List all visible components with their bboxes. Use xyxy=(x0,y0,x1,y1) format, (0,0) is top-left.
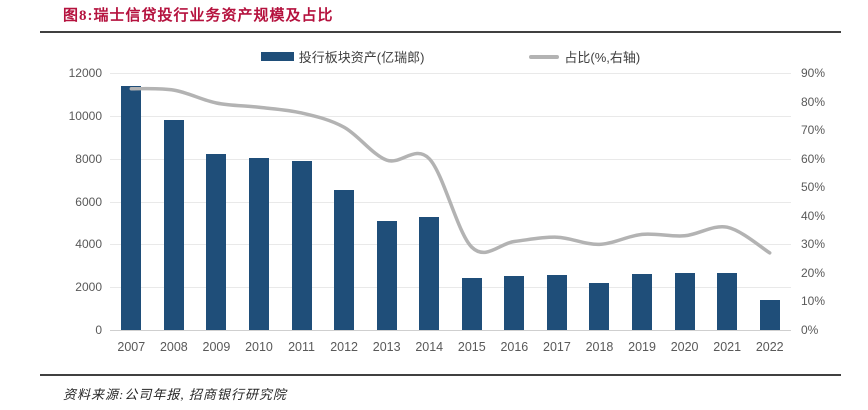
bar-2008 xyxy=(163,120,184,330)
bar-slot-2013 xyxy=(365,73,408,330)
line-series-label: 占比(%,右轴) xyxy=(564,50,641,65)
bar-slot-2017 xyxy=(536,73,579,330)
x-axis-label-2014: 2014 xyxy=(415,340,444,354)
x-axis-label-2017: 2017 xyxy=(543,340,571,354)
ratio-line-path xyxy=(129,86,772,255)
gridline xyxy=(110,158,791,160)
y-axis-right-tick: 80% xyxy=(801,94,826,109)
bar-2018 xyxy=(589,282,610,330)
plot-area xyxy=(110,73,791,331)
y-axis-right-tick: 30% xyxy=(801,237,826,252)
bar-slot-2012 xyxy=(323,73,366,330)
bar-2007 xyxy=(121,85,142,330)
x-axis-labels: 2007 2008 2009 2010 2011 2012 2013 2014 2015 2016… xyxy=(110,340,791,354)
x-axis-label-2018: 2018 xyxy=(585,340,614,354)
gridline xyxy=(110,73,791,74)
y-axis-left-tick: 12000 xyxy=(68,66,102,80)
x-axis-label-2013: 2013 xyxy=(372,340,401,354)
bar-2011 xyxy=(291,160,312,330)
bar-2022 xyxy=(759,300,780,330)
bar-2010 xyxy=(248,157,269,330)
bar-slot-2020 xyxy=(663,73,706,330)
x-axis-label-2009: 2009 xyxy=(202,340,231,354)
x-axis-baseline xyxy=(110,330,791,331)
y-axis-left-tick: 2000 xyxy=(75,280,102,295)
x-axis-label-2008: 2008 xyxy=(159,340,188,354)
y-axis-right-tick: 50% xyxy=(801,180,826,195)
bar-slot-2015 xyxy=(451,73,494,330)
x-axis-label-2011: 2011 xyxy=(288,340,315,354)
bar-2015 xyxy=(461,277,482,330)
bar-series-label: 投行板块资产(亿瑞郎) xyxy=(298,50,425,65)
y-axis-left-tick: 8000 xyxy=(75,151,102,166)
line-series-swatch xyxy=(529,54,560,59)
y-axis-right-tick: 40% xyxy=(801,208,826,223)
bar-series xyxy=(110,73,791,330)
y-axis-left-tick: 10000 xyxy=(68,108,102,123)
x-axis-label-2007: 2007 xyxy=(117,340,146,354)
gridline xyxy=(110,287,791,289)
bar-2012 xyxy=(334,189,355,330)
x-axis-label-2016: 2016 xyxy=(500,340,529,354)
legend-item-bars: 投行板块资产(亿瑞郎) xyxy=(260,47,425,66)
y-axis-right-tick: 10% xyxy=(801,294,826,309)
bar-2009 xyxy=(206,154,227,330)
x-axis-label-2015: 2015 xyxy=(457,340,486,354)
bar-slot-2016 xyxy=(493,73,536,330)
bar-2020 xyxy=(674,273,695,330)
x-axis-label-2022: 2022 xyxy=(755,340,784,354)
bar-slot-2022 xyxy=(748,73,791,330)
y-axis-right-tick: 0% xyxy=(801,323,819,337)
bar-2019 xyxy=(632,274,653,330)
chart-legend: 投行板块资产(亿瑞郎) 占比(%,右轴) xyxy=(110,47,791,66)
x-axis-label-2021: 2021 xyxy=(713,340,742,354)
top-rule xyxy=(40,31,841,33)
bar-slot-2021 xyxy=(706,73,749,330)
bar-slot-2014 xyxy=(408,73,451,330)
x-axis-label-2020: 2020 xyxy=(670,340,699,354)
y-axis-left-tick: 6000 xyxy=(75,194,102,209)
ratio-line-series xyxy=(129,86,772,255)
legend-item-line: 占比(%,右轴) xyxy=(529,47,640,66)
source-note: 资料来源:公司年报, 招商银行研究院 xyxy=(63,387,287,402)
bar-slot-2011 xyxy=(280,73,323,330)
y-axis-right-tick: 20% xyxy=(801,265,826,280)
gridline xyxy=(110,115,791,117)
bar-slot-2018 xyxy=(578,73,621,330)
bar-slot-2008 xyxy=(153,73,196,330)
y-axis-left-tick: 4000 xyxy=(75,237,102,252)
figure-title: 图8:瑞士信贷投行业务资产规模及占比 xyxy=(63,8,334,24)
y-axis-right-tick: 70% xyxy=(801,123,826,138)
bar-slot-2007 xyxy=(110,73,153,330)
bar-2021 xyxy=(717,272,738,330)
bar-2014 xyxy=(419,216,440,330)
y-axis-right-tick: 60% xyxy=(801,151,826,166)
bottom-rule xyxy=(40,374,841,376)
x-axis-label-2010: 2010 xyxy=(245,340,273,354)
bar-2013 xyxy=(376,220,397,330)
bar-series-swatch xyxy=(260,52,294,61)
bar-slot-2009 xyxy=(195,73,238,330)
bar-slot-2010 xyxy=(238,73,281,330)
bar-2016 xyxy=(504,276,525,330)
gridline xyxy=(110,244,791,246)
y-axis-left-tick: 0 xyxy=(95,323,102,337)
bar-slot-2019 xyxy=(621,73,664,330)
bar-2017 xyxy=(546,274,567,330)
x-axis-label-2019: 2019 xyxy=(628,340,656,354)
x-axis-label-2012: 2012 xyxy=(330,340,358,354)
y-axis-right-tick: 90% xyxy=(801,66,826,80)
